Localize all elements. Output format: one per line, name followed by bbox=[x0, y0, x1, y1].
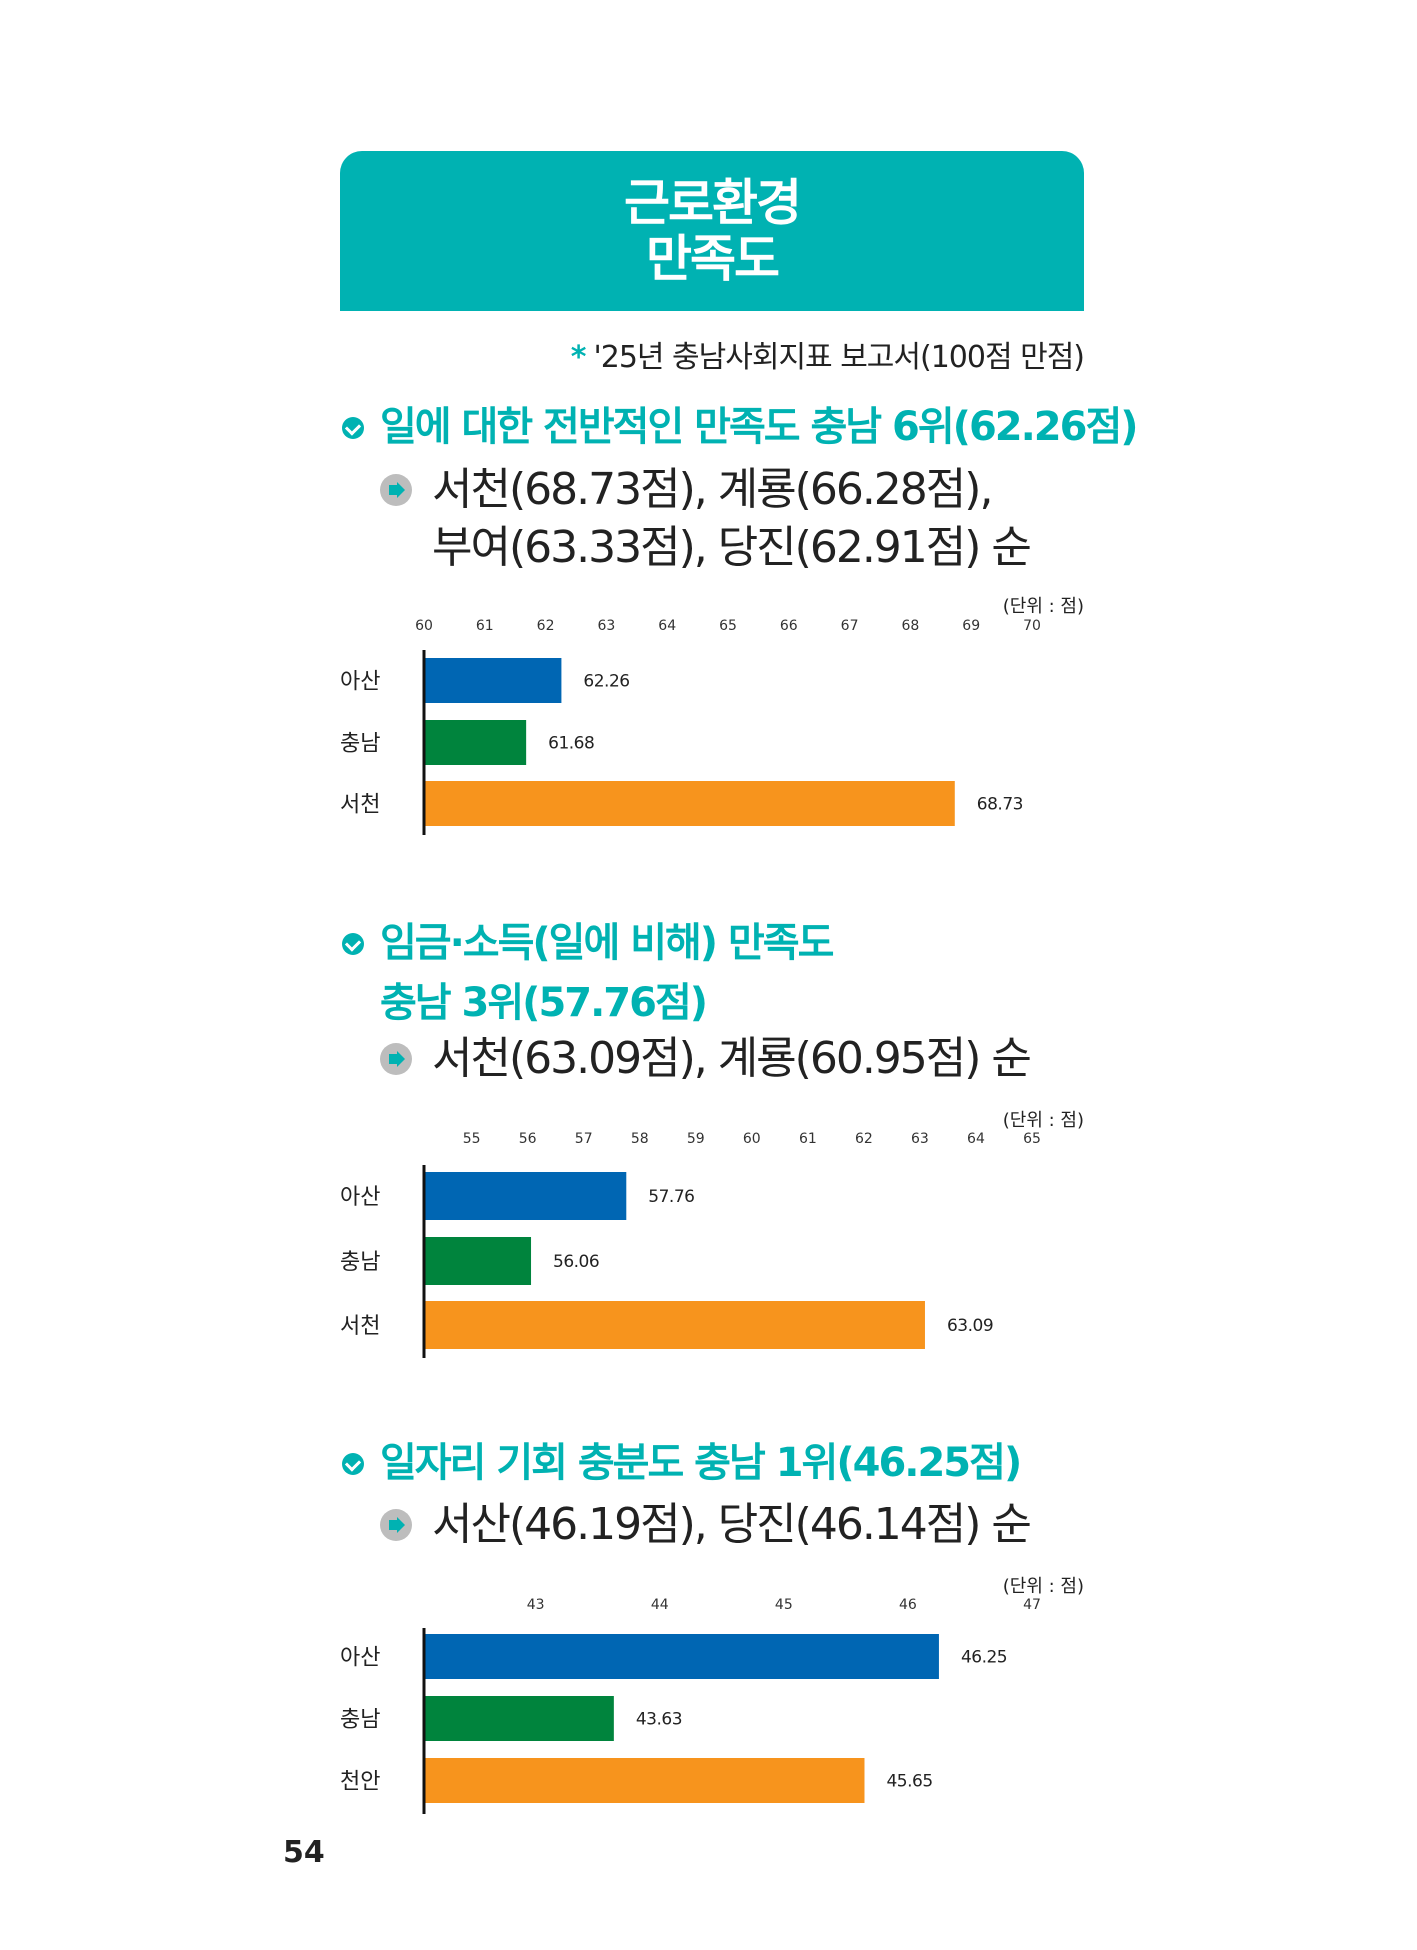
unit-label: (단위 : 점) bbox=[1002, 596, 1084, 617]
tick-label: 45 bbox=[775, 1597, 793, 1613]
tick-label: 67 bbox=[841, 618, 859, 634]
tick-label: 61 bbox=[476, 618, 494, 634]
banner-title-line2: 만족도 bbox=[646, 230, 780, 288]
category-label: 충남 bbox=[340, 1708, 380, 1733]
section-2-ranking: 서천(63.09점), 계룡(60.95점) 순 bbox=[432, 1030, 1032, 1088]
section-2-heading-line: 충남 3위(57.76점) bbox=[380, 980, 708, 1026]
section-3-heading: 일자리 기회 충분도 충남 1위(46.25점) bbox=[380, 1433, 1022, 1493]
value-label: 68.73 bbox=[977, 795, 1023, 815]
source-text: '25년 충남사회지표 보고서(100점 만점) bbox=[593, 340, 1085, 375]
tick-label: 56 bbox=[519, 1131, 537, 1147]
section-3-ranking: 서산(46.19점), 당진(46.14점) 순 bbox=[432, 1496, 1032, 1554]
value-label: 56.06 bbox=[553, 1252, 599, 1272]
category-label: 서천 bbox=[340, 1314, 380, 1339]
category-label: 천안 bbox=[340, 1770, 380, 1795]
tick-label: 57 bbox=[575, 1131, 593, 1147]
category-label: 아산 bbox=[340, 670, 380, 695]
unit-label: (단위 : 점) bbox=[1002, 1110, 1084, 1131]
bar bbox=[424, 1696, 614, 1741]
tick-label: 64 bbox=[967, 1131, 985, 1147]
bar-chart-svg: 43 44 45 46 47 아산 46.25 충남 43.63 천안 45.65 bbox=[340, 1597, 1041, 1814]
tick-label: 65 bbox=[1023, 1131, 1041, 1147]
section-1-heading: 일에 대한 전반적인 만족도 충남 6위(62.26점) bbox=[380, 397, 1139, 457]
section-2-heading: 임금·소득(일에 비해) 만족도 충남 3위(57.76점) bbox=[380, 913, 834, 1033]
chart-overall-satisfaction: 60 61 62 63 64 65 66 67 68 69 70 아산 62.26 충남 61.68 서천 68… bbox=[0, 615, 1417, 845]
tick-label: 44 bbox=[651, 1597, 669, 1613]
check-circle-icon bbox=[342, 417, 364, 439]
value-label: 63.09 bbox=[947, 1316, 993, 1336]
category-label: 충남 bbox=[340, 732, 380, 757]
tick-label: 46 bbox=[899, 1597, 917, 1613]
value-label: 61.68 bbox=[548, 734, 594, 754]
section-1-ranking-line: 서천(68.73점), 계룡(66.28점), bbox=[432, 464, 993, 515]
bar bbox=[424, 1301, 925, 1349]
tick-label: 63 bbox=[597, 618, 615, 634]
asterisk-icon: * bbox=[570, 340, 587, 375]
bar bbox=[424, 1758, 865, 1803]
category-label: 아산 bbox=[340, 1646, 380, 1671]
section-3-ranking-line: 서산(46.19점), 당진(46.14점) 순 bbox=[432, 1499, 1032, 1550]
tick-label: 58 bbox=[631, 1131, 649, 1147]
tick-label: 70 bbox=[1023, 618, 1041, 634]
value-label: 43.63 bbox=[636, 1710, 682, 1730]
section-1-ranking: 서천(68.73점), 계룡(66.28점), 부여(63.33점), 당진(6… bbox=[432, 461, 1032, 577]
tick-label: 59 bbox=[687, 1131, 705, 1147]
value-label: 46.25 bbox=[961, 1648, 1007, 1668]
page-number: 54 bbox=[283, 1835, 325, 1870]
check-circle-icon bbox=[342, 933, 364, 955]
tick-label: 55 bbox=[463, 1131, 481, 1147]
tick-label: 65 bbox=[719, 618, 737, 634]
tick-label: 69 bbox=[962, 618, 980, 634]
tick-label: 66 bbox=[780, 618, 798, 634]
tick-label: 63 bbox=[911, 1131, 929, 1147]
arrow-circle-icon bbox=[380, 1043, 412, 1075]
tick-label: 68 bbox=[901, 618, 919, 634]
unit-label: (단위 : 점) bbox=[1002, 1576, 1084, 1597]
tick-label: 47 bbox=[1023, 1597, 1041, 1613]
arrow-circle-icon bbox=[380, 474, 412, 506]
tick-label: 62 bbox=[855, 1131, 873, 1147]
source-note: * '25년 충남사회지표 보고서(100점 만점) bbox=[570, 332, 1085, 376]
section-banner: 근로환경 만족도 bbox=[340, 151, 1084, 311]
arrow-circle-icon bbox=[380, 1509, 412, 1541]
value-label: 57.76 bbox=[648, 1187, 694, 1207]
section-2-heading-line: 임금·소득(일에 비해) 만족도 bbox=[380, 920, 834, 966]
check-circle-icon bbox=[342, 1453, 364, 1475]
bar bbox=[424, 1237, 532, 1285]
value-label: 62.26 bbox=[583, 672, 629, 692]
bar bbox=[424, 1172, 627, 1220]
bar-chart-svg: 60 61 62 63 64 65 66 67 68 69 70 아산 62.26 충남 61.68 서천 68… bbox=[340, 618, 1041, 835]
tick-label: 60 bbox=[415, 618, 433, 634]
section-1-ranking-line: 부여(63.33점), 당진(62.91점) 순 bbox=[432, 522, 1032, 573]
tick-label: 60 bbox=[743, 1131, 761, 1147]
bar-chart-svg: 55 56 57 58 59 60 61 62 63 64 65 아산 57.76 충남 56.06 서천 63… bbox=[340, 1131, 1041, 1358]
bar bbox=[424, 781, 955, 826]
value-label: 45.65 bbox=[886, 1772, 932, 1792]
bar bbox=[424, 1634, 939, 1679]
tick-label: 64 bbox=[658, 618, 676, 634]
tick-label: 61 bbox=[799, 1131, 817, 1147]
banner-title-line1: 근로환경 bbox=[624, 174, 802, 232]
bar bbox=[424, 720, 527, 765]
chart-wage-satisfaction: 55 56 57 58 59 60 61 62 63 64 65 아산 57.76 충남 56.06 서천 63… bbox=[0, 1128, 1417, 1368]
category-label: 충남 bbox=[340, 1250, 380, 1275]
tick-label: 62 bbox=[537, 618, 555, 634]
category-label: 서천 bbox=[340, 793, 380, 818]
section-2-ranking-line: 서천(63.09점), 계룡(60.95점) 순 bbox=[432, 1033, 1032, 1084]
category-label: 아산 bbox=[340, 1185, 380, 1210]
bar bbox=[424, 658, 562, 703]
tick-label: 43 bbox=[527, 1597, 545, 1613]
section-3-heading-line: 일자리 기회 충분도 충남 1위(46.25점) bbox=[380, 1440, 1022, 1486]
chart-job-opportunity: 43 44 45 46 47 아산 46.25 충남 43.63 천안 45.65 bbox=[0, 1594, 1417, 1824]
section-1-heading-line: 일에 대한 전반적인 만족도 충남 6위(62.26점) bbox=[380, 404, 1139, 450]
